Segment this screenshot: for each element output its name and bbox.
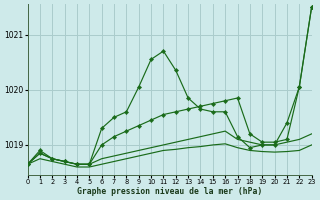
X-axis label: Graphe pression niveau de la mer (hPa): Graphe pression niveau de la mer (hPa) — [77, 187, 262, 196]
